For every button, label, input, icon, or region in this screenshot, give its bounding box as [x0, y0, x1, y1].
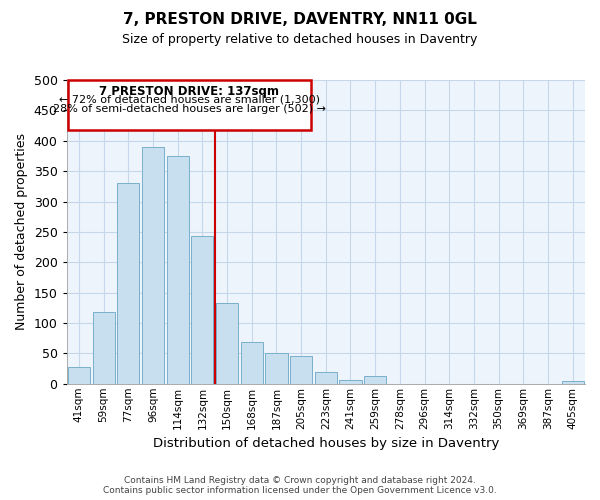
Bar — [92, 312, 115, 384]
Bar — [562, 380, 584, 384]
X-axis label: Distribution of detached houses by size in Daventry: Distribution of detached houses by size … — [152, 437, 499, 450]
FancyBboxPatch shape — [68, 80, 311, 130]
Bar — [364, 376, 386, 384]
Bar — [142, 147, 164, 384]
Bar — [216, 303, 238, 384]
Bar — [340, 380, 362, 384]
Bar — [191, 236, 214, 384]
Text: 7 PRESTON DRIVE: 137sqm: 7 PRESTON DRIVE: 137sqm — [100, 85, 280, 98]
Bar — [265, 354, 287, 384]
Text: 28% of semi-detached houses are larger (502) →: 28% of semi-detached houses are larger (… — [53, 104, 326, 115]
Text: ← 72% of detached houses are smaller (1,300): ← 72% of detached houses are smaller (1,… — [59, 94, 320, 104]
Text: 7, PRESTON DRIVE, DAVENTRY, NN11 0GL: 7, PRESTON DRIVE, DAVENTRY, NN11 0GL — [123, 12, 477, 28]
Text: Size of property relative to detached houses in Daventry: Size of property relative to detached ho… — [122, 32, 478, 46]
Bar — [241, 342, 263, 384]
Bar — [167, 156, 189, 384]
Bar — [314, 372, 337, 384]
Bar — [290, 356, 312, 384]
Bar — [68, 367, 90, 384]
Text: Contains HM Land Registry data © Crown copyright and database right 2024.
Contai: Contains HM Land Registry data © Crown c… — [103, 476, 497, 495]
Y-axis label: Number of detached properties: Number of detached properties — [15, 134, 28, 330]
Bar — [117, 184, 139, 384]
